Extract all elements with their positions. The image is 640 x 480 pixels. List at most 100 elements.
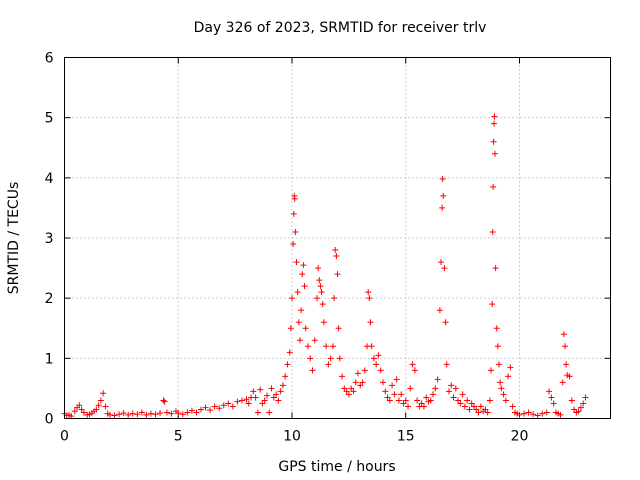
data-point (548, 394, 555, 401)
data-point (202, 404, 209, 411)
data-point (323, 343, 330, 350)
data-point (352, 379, 359, 386)
data-point (434, 376, 441, 383)
data-point (505, 373, 512, 380)
y-tick-label: 2 (45, 291, 54, 307)
data-point (391, 391, 398, 398)
data-point (443, 361, 450, 368)
data-point (184, 409, 191, 416)
data-point (497, 379, 504, 386)
data-point (299, 271, 306, 278)
data-point (494, 343, 501, 350)
data-point (375, 352, 382, 359)
data-point (411, 367, 418, 374)
data-point (125, 411, 132, 418)
data-point (320, 319, 327, 326)
data-point (493, 325, 500, 332)
y-tick-label: 5 (45, 111, 54, 127)
data-point (560, 331, 567, 338)
data-point (393, 376, 400, 383)
data-point (530, 411, 537, 418)
data-point (318, 289, 325, 296)
y-tick-label: 3 (45, 231, 54, 247)
data-point (163, 409, 170, 416)
data-point (430, 391, 437, 398)
plot-frame (64, 57, 611, 419)
data-point (491, 150, 498, 157)
y-tick-label: 1 (45, 351, 54, 367)
data-point (427, 397, 434, 404)
data-point (367, 319, 374, 326)
data-point (329, 343, 336, 350)
data-point (382, 388, 389, 395)
data-point (287, 325, 294, 332)
data-point (341, 385, 348, 392)
data-point (295, 319, 302, 326)
data-point (489, 228, 496, 235)
data-point (377, 367, 384, 374)
data-point (314, 295, 321, 302)
data-point (405, 403, 412, 410)
data-point (482, 406, 489, 413)
data-point (111, 412, 118, 419)
data-point (539, 410, 546, 417)
data-point (582, 394, 589, 401)
data-point (78, 406, 85, 413)
data-point (461, 403, 468, 410)
x-tick-label: 20 (511, 429, 529, 445)
data-point (438, 259, 445, 266)
data-point (282, 373, 289, 380)
data-point (307, 355, 314, 362)
x-tick-label: 15 (397, 429, 415, 445)
data-point (475, 409, 482, 416)
data-point (491, 120, 498, 127)
data-point (294, 289, 301, 296)
data-point (361, 367, 368, 374)
data-point (473, 406, 480, 413)
data-point (315, 265, 322, 272)
data-point (575, 408, 582, 415)
data-point (277, 388, 284, 395)
data-point (97, 397, 104, 404)
data-point (252, 394, 259, 401)
data-point (559, 379, 566, 386)
data-point (179, 411, 186, 418)
data-point (261, 397, 268, 404)
data-point (243, 396, 250, 403)
data-point (334, 271, 341, 278)
data-point (143, 411, 150, 418)
data-point (325, 361, 332, 368)
data-point (229, 403, 236, 410)
tick-layer: 0 5 10 15 20 0 1 2 3 4 5 6 (45, 51, 611, 445)
data-point (147, 410, 154, 417)
data-point (331, 295, 338, 302)
data-point (345, 391, 352, 398)
data-point (439, 204, 446, 211)
data-point (309, 367, 316, 374)
data-point (134, 411, 141, 418)
data-point (102, 403, 109, 410)
data-point (304, 343, 311, 350)
data-point (301, 283, 308, 290)
data-point (116, 411, 123, 418)
data-point (254, 409, 261, 416)
data-point (492, 265, 499, 272)
data-point (439, 176, 446, 183)
data-point (418, 400, 425, 407)
data-point (270, 394, 277, 401)
data-point (562, 343, 568, 350)
data-point (365, 289, 372, 296)
data-point (521, 410, 528, 417)
data-point (290, 241, 297, 248)
data-point (489, 301, 496, 308)
data-point (448, 382, 455, 389)
data-point (546, 388, 553, 395)
data-point (273, 391, 280, 398)
data-point (386, 397, 393, 404)
data-point (440, 192, 447, 199)
data-point (238, 397, 245, 404)
x-tick-label: 10 (283, 429, 301, 445)
data-point (402, 397, 409, 404)
data-point (407, 385, 414, 392)
data-point (207, 407, 214, 414)
